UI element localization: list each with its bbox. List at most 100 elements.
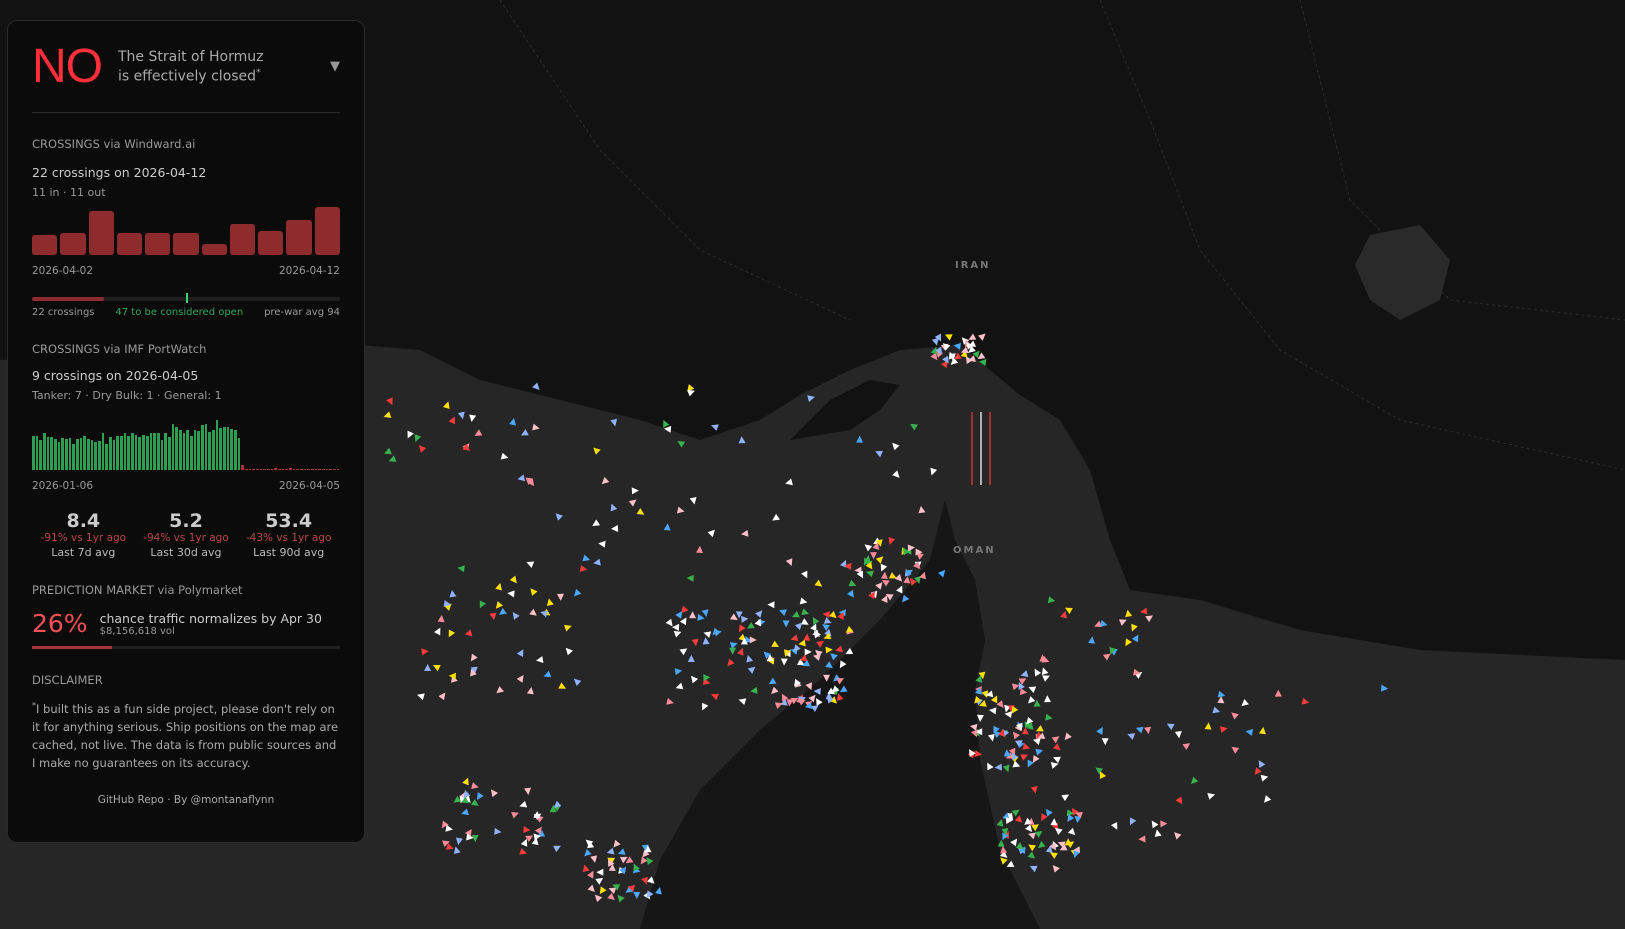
portwatch-bar[interactable] xyxy=(255,468,259,470)
ship-marker[interactable] xyxy=(1036,840,1046,851)
ship-marker[interactable] xyxy=(997,839,1005,847)
portwatch-bar[interactable] xyxy=(68,437,72,470)
ship-marker[interactable] xyxy=(1022,817,1032,828)
portwatch-bar[interactable] xyxy=(94,441,98,470)
ship-marker[interactable] xyxy=(446,629,456,639)
ship-marker[interactable] xyxy=(641,876,650,886)
windward-bar[interactable] xyxy=(32,235,58,255)
ship-marker[interactable] xyxy=(778,607,787,616)
ship-marker[interactable] xyxy=(844,562,852,570)
ship-marker[interactable] xyxy=(627,883,636,892)
ship-marker[interactable] xyxy=(804,648,812,656)
portwatch-bar[interactable] xyxy=(193,429,197,470)
ship-marker[interactable] xyxy=(1051,733,1062,744)
ship-marker[interactable] xyxy=(640,849,650,860)
ship-marker[interactable] xyxy=(1064,814,1075,824)
ship-marker[interactable] xyxy=(1003,749,1011,757)
ship-marker[interactable] xyxy=(675,609,685,619)
portwatch-bar[interactable] xyxy=(215,420,219,470)
ship-marker[interactable] xyxy=(1258,726,1267,735)
ship-marker[interactable] xyxy=(386,397,395,406)
portwatch-bar[interactable] xyxy=(90,440,94,470)
windward-bar[interactable] xyxy=(116,233,143,255)
ship-marker[interactable] xyxy=(448,589,457,598)
ship-marker[interactable] xyxy=(890,440,900,451)
ship-marker[interactable] xyxy=(1002,764,1012,774)
ship-marker[interactable] xyxy=(679,616,690,626)
ship-marker[interactable] xyxy=(825,692,833,700)
ship-marker[interactable] xyxy=(854,566,862,574)
ship-marker[interactable] xyxy=(1018,675,1028,685)
ship-marker[interactable] xyxy=(865,568,874,578)
portwatch-bar[interactable] xyxy=(153,433,156,470)
ship-marker[interactable] xyxy=(1153,829,1162,837)
ship-marker[interactable] xyxy=(1058,844,1068,853)
windward-bar[interactable] xyxy=(60,233,86,255)
ship-marker[interactable] xyxy=(687,654,695,662)
ship-marker[interactable] xyxy=(462,443,472,454)
ship-marker[interactable] xyxy=(1057,839,1066,849)
ship-marker[interactable] xyxy=(633,891,641,899)
ship-marker[interactable] xyxy=(1024,716,1034,727)
ship-marker[interactable] xyxy=(1088,636,1096,644)
ship-marker[interactable] xyxy=(606,855,615,865)
ship-marker[interactable] xyxy=(517,474,526,482)
ship-marker[interactable] xyxy=(816,638,826,648)
ship-marker[interactable] xyxy=(442,838,451,847)
ship-marker[interactable] xyxy=(488,787,499,798)
portwatch-bar[interactable] xyxy=(314,468,318,470)
ship-marker[interactable] xyxy=(1010,729,1021,740)
portwatch-bar[interactable] xyxy=(204,424,208,470)
ship-marker[interactable] xyxy=(608,502,618,512)
ship-marker[interactable] xyxy=(1129,623,1138,633)
ship-marker[interactable] xyxy=(689,496,698,505)
ship-marker[interactable] xyxy=(1008,747,1018,757)
ship-marker[interactable] xyxy=(527,478,537,489)
ship-marker[interactable] xyxy=(941,358,951,369)
ship-marker[interactable] xyxy=(1124,609,1133,618)
ship-marker[interactable] xyxy=(1005,817,1014,825)
ship-marker[interactable] xyxy=(838,609,846,617)
ship-marker[interactable] xyxy=(688,673,699,684)
ship-marker[interactable] xyxy=(1036,732,1046,741)
ship-marker[interactable] xyxy=(1026,721,1035,730)
ship-marker[interactable] xyxy=(799,597,808,606)
ship-marker[interactable] xyxy=(1212,706,1221,716)
ship-marker[interactable] xyxy=(710,627,720,638)
ship-marker[interactable] xyxy=(1122,638,1132,648)
ship-marker[interactable] xyxy=(770,513,780,524)
ship-marker[interactable] xyxy=(978,700,987,709)
ship-marker[interactable] xyxy=(1028,863,1038,873)
ship-marker[interactable] xyxy=(865,561,876,572)
ship-marker[interactable] xyxy=(931,338,940,346)
ship-marker[interactable] xyxy=(822,610,830,619)
ship-marker[interactable] xyxy=(820,621,830,631)
ship-marker[interactable] xyxy=(782,620,790,628)
ship-marker[interactable] xyxy=(655,886,663,895)
ship-marker[interactable] xyxy=(899,594,910,605)
ship-marker[interactable] xyxy=(779,692,789,702)
ship-marker[interactable] xyxy=(571,588,582,599)
ship-marker[interactable] xyxy=(596,868,604,876)
ship-marker[interactable] xyxy=(539,609,548,618)
ship-marker[interactable] xyxy=(533,832,542,841)
ship-marker[interactable] xyxy=(455,837,463,846)
ship-marker[interactable] xyxy=(1052,743,1063,753)
ship-marker[interactable] xyxy=(829,610,839,621)
portwatch-bar[interactable] xyxy=(138,437,142,470)
author-link[interactable]: @montanaflynn xyxy=(190,793,275,806)
ship-marker[interactable] xyxy=(387,455,397,464)
ship-marker[interactable] xyxy=(553,843,562,853)
portwatch-bar[interactable] xyxy=(123,432,127,470)
ship-marker[interactable] xyxy=(813,688,821,696)
ship-marker[interactable] xyxy=(969,723,978,731)
ship-marker[interactable] xyxy=(525,559,535,568)
ship-marker[interactable] xyxy=(1035,747,1044,756)
ship-marker[interactable] xyxy=(1020,670,1029,679)
ship-marker[interactable] xyxy=(1009,751,1019,761)
portwatch-bar[interactable] xyxy=(134,434,138,470)
portwatch-bar[interactable] xyxy=(263,468,266,470)
ship-marker[interactable] xyxy=(641,844,650,852)
ship-marker[interactable] xyxy=(636,508,647,518)
windward-bar[interactable] xyxy=(201,244,227,255)
